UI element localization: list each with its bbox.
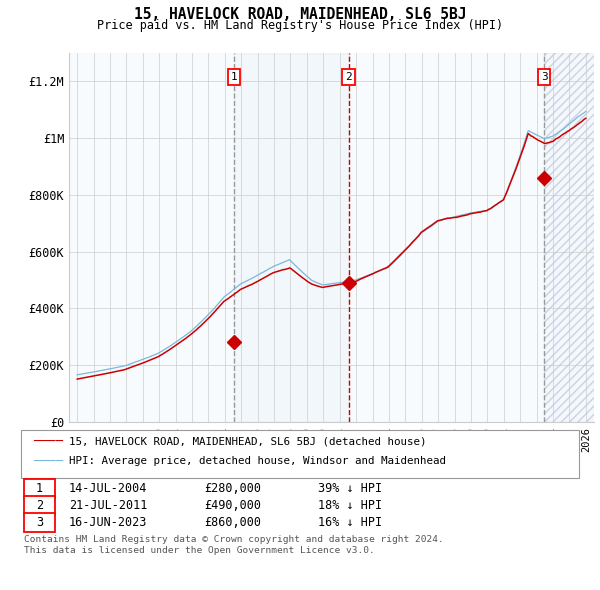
Text: £280,000: £280,000 [204,482,261,495]
Text: 16% ↓ HPI: 16% ↓ HPI [318,516,382,529]
Text: ────: ──── [33,435,63,448]
Text: Contains HM Land Registry data © Crown copyright and database right 2024.: Contains HM Land Registry data © Crown c… [24,535,444,543]
Text: 15, HAVELOCK ROAD, MAIDENHEAD, SL6 5BJ: 15, HAVELOCK ROAD, MAIDENHEAD, SL6 5BJ [134,7,466,22]
Text: 2: 2 [36,499,43,512]
Text: 3: 3 [36,516,43,529]
Text: £490,000: £490,000 [204,499,261,512]
Bar [544,53,594,422]
Text: £860,000: £860,000 [204,516,261,529]
Bar [234,53,349,422]
Bar [544,53,594,422]
Text: 1: 1 [36,482,43,495]
Text: 1: 1 [230,72,237,82]
Text: Price paid vs. HM Land Registry's House Price Index (HPI): Price paid vs. HM Land Registry's House … [97,19,503,32]
Text: 3: 3 [541,72,548,82]
Text: 18% ↓ HPI: 18% ↓ HPI [318,499,382,512]
Text: ────: ──── [33,455,63,468]
Text: 15, HAVELOCK ROAD, MAIDENHEAD, SL6 5BJ (detached house): 15, HAVELOCK ROAD, MAIDENHEAD, SL6 5BJ (… [69,437,427,446]
Text: 14-JUL-2004: 14-JUL-2004 [69,482,148,495]
Bar [69,53,594,422]
Text: HPI: Average price, detached house, Windsor and Maidenhead: HPI: Average price, detached house, Wind… [69,457,446,466]
Text: 21-JUL-2011: 21-JUL-2011 [69,499,148,512]
Text: 2: 2 [345,72,352,82]
Text: This data is licensed under the Open Government Licence v3.0.: This data is licensed under the Open Gov… [24,546,375,555]
Text: 39% ↓ HPI: 39% ↓ HPI [318,482,382,495]
Text: 16-JUN-2023: 16-JUN-2023 [69,516,148,529]
